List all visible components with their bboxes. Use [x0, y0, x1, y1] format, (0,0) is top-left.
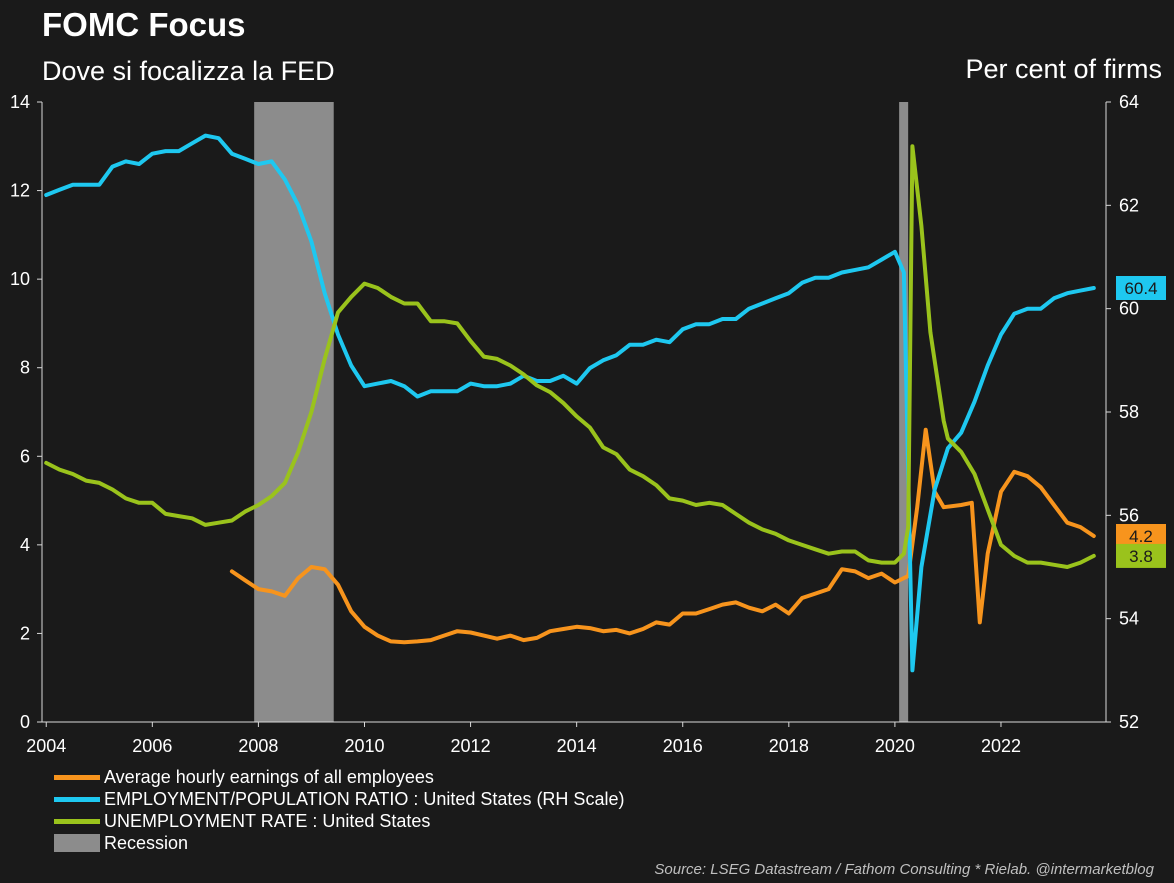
legend-swatch-earnings	[54, 774, 100, 780]
left-tick-label-0: 0	[20, 712, 30, 732]
right-tick-label-4: 60	[1119, 299, 1139, 319]
left-tick-label-2: 4	[20, 535, 30, 555]
x-tick-label-2: 2008	[238, 736, 278, 756]
series-line-employment	[44, 133, 1096, 673]
end-label-employment: 60.4	[1124, 279, 1157, 298]
legend-label-earnings: Average hourly earnings of all employees	[104, 766, 434, 787]
end-label-unemployment: 3.8	[1129, 547, 1153, 566]
x-tick-label-3: 2010	[344, 736, 384, 756]
recession-band-1	[899, 102, 909, 722]
left-tick-label-3: 6	[20, 446, 30, 466]
right-tick-label-1: 54	[1119, 609, 1139, 629]
legend-label-recession: Recession	[104, 832, 189, 853]
series-line-unemployment	[44, 144, 1096, 569]
right-axis-title: Per cent of firms	[965, 54, 1162, 84]
end-label-box-employment	[1116, 276, 1166, 300]
x-tick-label-6: 2016	[663, 736, 703, 756]
chart-title: FOMC Focus	[42, 6, 246, 43]
left-tick-label-6: 12	[10, 181, 30, 201]
legend-label-employment: EMPLOYMENT/POPULATION RATIO : United Sta…	[104, 788, 625, 809]
x-tick-label-8: 2020	[875, 736, 915, 756]
x-tick-label-1: 2006	[132, 736, 172, 756]
right-tick-label-2: 56	[1119, 505, 1139, 525]
chart-area: 0 2 4 6 8 10 12 14 52 54 56 58 60 62 64 2004 2006 2008 201…	[10, 92, 1166, 756]
end-label-box-unemployment	[1116, 543, 1166, 568]
right-tick-label-3: 58	[1119, 402, 1139, 422]
end-value-labels: 60.4 4.23.8	[1116, 276, 1166, 568]
legend: Average hourly earnings of all employees…	[54, 766, 624, 854]
right-tick-label-6: 64	[1119, 92, 1139, 112]
series-lines	[44, 133, 1096, 673]
right-tick-label-5: 62	[1119, 195, 1139, 215]
recession-band-0	[254, 102, 334, 722]
left-tick-label-1: 2	[20, 623, 30, 643]
source-note: Source: LSEG Datastream / Fathom Consult…	[654, 861, 1154, 878]
recession-bands	[254, 102, 909, 722]
series-line-earnings	[229, 427, 1096, 645]
x-tick-label-4: 2012	[451, 736, 491, 756]
legend-swatch-employment	[54, 796, 100, 802]
legend-item-unemployment: UNEMPLOYMENT RATE : United States	[54, 810, 624, 832]
x-tick-label-9: 2022	[981, 736, 1021, 756]
left-tick-label-4: 8	[20, 358, 30, 378]
legend-item-employment: EMPLOYMENT/POPULATION RATIO : United Sta…	[54, 788, 624, 810]
legend-swatch-recession	[54, 834, 100, 852]
legend-item-earnings: Average hourly earnings of all employees	[54, 766, 624, 788]
end-label-earnings: 4.2	[1129, 527, 1153, 546]
legend-item-recession: Recession	[54, 832, 624, 854]
left-tick-label-7: 14	[10, 92, 30, 112]
legend-label-unemployment: UNEMPLOYMENT RATE : United States	[104, 810, 431, 831]
x-tick-label-7: 2018	[769, 736, 809, 756]
x-tick-label-5: 2014	[557, 736, 597, 756]
left-tick-label-5: 10	[10, 269, 30, 289]
x-tick-label-0: 2004	[26, 736, 66, 756]
axes: 0 2 4 6 8 10 12 14 52 54 56 58 60 62 64 2004 2006 2008 201…	[10, 92, 1139, 756]
right-tick-label-0: 52	[1119, 712, 1139, 732]
legend-swatch-unemployment	[54, 818, 100, 824]
chart-subtitle: Dove si focalizza la FED	[42, 56, 335, 86]
